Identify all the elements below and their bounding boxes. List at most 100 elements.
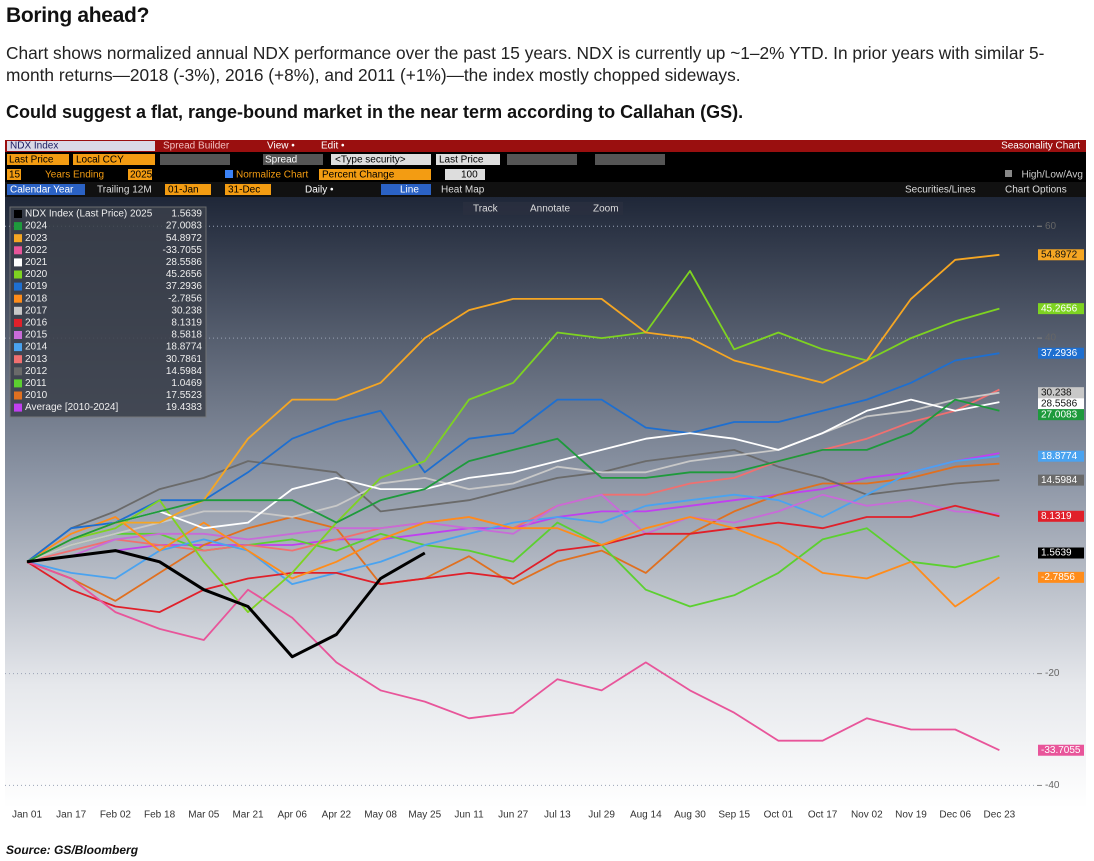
value-box: [1038, 547, 1084, 559]
toolbar-row: [5, 182, 1086, 197]
value-box: [1038, 249, 1084, 261]
series-line: [26, 560, 1000, 752]
x-tick-label: Jan 17: [56, 810, 86, 821]
menu[interactable]: Spread Builder: [163, 141, 230, 152]
legend-label: 2019: [25, 281, 48, 292]
value-label: -33.7055: [1041, 745, 1081, 756]
x-tick-label: Dec 06: [939, 810, 971, 821]
years[interactable]: 15: [9, 170, 21, 181]
start-date[interactable]: 01-Jan: [168, 185, 199, 196]
heat-map[interactable]: Heat Map: [441, 185, 485, 196]
trailing[interactable]: Trailing 12M: [97, 185, 152, 196]
legend-value: 27.0083: [166, 221, 203, 232]
x-tick-label: Jul 13: [544, 810, 571, 821]
menu[interactable]: Edit •: [321, 141, 345, 152]
normalize[interactable]: Normalize Chart: [236, 170, 308, 181]
legend-label: NDX Index (Last Price) 2025: [25, 209, 153, 220]
legend-swatch: [14, 355, 22, 364]
value-label: 27.0083: [1041, 409, 1078, 420]
field-box[interactable]: [160, 154, 230, 165]
high-low-avg[interactable]: High/Low/Avg: [1021, 170, 1083, 181]
tool[interactable]: Track: [473, 204, 499, 215]
value-label: 37.2936: [1041, 348, 1078, 359]
legend-label: 2023: [25, 233, 48, 244]
legend-swatch: [14, 379, 22, 388]
series-line: [26, 504, 1000, 613]
series-line: [26, 455, 1000, 585]
x-tick-label: Dec 23: [984, 810, 1016, 821]
field-box[interactable]: [507, 154, 577, 165]
legend-label: 2015: [25, 330, 48, 341]
field-box[interactable]: [263, 154, 323, 165]
type-security[interactable]: <Type security>: [335, 155, 406, 166]
end-year[interactable]: 2025: [130, 170, 153, 181]
legend-value: 8.1319: [171, 318, 202, 329]
series-line: [26, 449, 1000, 563]
checkbox[interactable]: [225, 170, 233, 178]
value-box: [1038, 387, 1084, 399]
series-line: [26, 516, 1000, 608]
field[interactable]: Last Price: [9, 155, 54, 166]
legend-value: 8.5818: [171, 330, 202, 341]
x-tick-label: Feb 02: [100, 810, 132, 821]
normalize-mode[interactable]: Percent Change: [322, 170, 395, 181]
tab[interactable]: [7, 184, 85, 195]
field-box[interactable]: [331, 154, 431, 165]
legend-swatch: [14, 391, 22, 400]
x-tick-label: Jun 27: [498, 810, 528, 821]
security-box[interactable]: [7, 141, 155, 151]
legend-swatch: [14, 234, 22, 243]
x-tick-label: Mar 21: [232, 810, 264, 821]
legend-swatch: [14, 246, 22, 255]
chart: NDX Index Spread Builder View • Edit • S…: [5, 140, 1086, 822]
field-box[interactable]: [7, 169, 21, 180]
value-box: [1038, 450, 1084, 462]
series-line: [26, 549, 426, 659]
value-label: 14.5984: [1041, 475, 1078, 486]
field-box[interactable]: [319, 169, 431, 180]
field-box[interactable]: [165, 184, 211, 195]
end-date[interactable]: 31-Dec: [228, 185, 260, 196]
legend-value: 28.5586: [166, 257, 203, 268]
field-box[interactable]: [225, 184, 271, 195]
value-box: [1038, 303, 1084, 315]
legend-swatch: [14, 294, 22, 303]
value-box: [1038, 744, 1084, 756]
field-box[interactable]: [73, 154, 155, 165]
base[interactable]: 100: [461, 170, 478, 181]
field-box[interactable]: [595, 154, 665, 165]
securities[interactable]: Securities/Lines: [905, 185, 976, 196]
field-box[interactable]: [7, 154, 69, 165]
x-tick-label: Oct 01: [764, 810, 794, 821]
value-label: 28.5586: [1041, 398, 1078, 409]
field[interactable]: Last Price: [439, 155, 484, 166]
x-tick-label: Sep 15: [718, 810, 750, 821]
legend-value: 30.238: [171, 305, 202, 316]
legend-label: Average [2010-2024]: [25, 402, 118, 413]
toolbar-row: [5, 167, 1086, 182]
title: Boring ahead?: [6, 4, 150, 27]
series-line: [26, 391, 1000, 563]
field-box[interactable]: [445, 169, 485, 180]
tab[interactable]: [381, 184, 431, 195]
frequency[interactable]: Daily •: [305, 185, 334, 196]
menu[interactable]: View •: [267, 141, 295, 152]
legend-swatch: [14, 282, 22, 291]
calendar-year[interactable]: Calendar Year: [10, 185, 74, 196]
legend-label: 2014: [25, 342, 48, 353]
chart-options[interactable]: Chart Options: [1005, 185, 1067, 196]
field-box[interactable]: [436, 154, 500, 165]
currency[interactable]: Local CCY: [76, 155, 124, 166]
security[interactable]: NDX Index: [10, 141, 58, 152]
tool[interactable]: Annotate: [530, 204, 570, 215]
spread[interactable]: Spread: [265, 155, 297, 166]
legend-value: 1.0469: [171, 378, 202, 389]
series-line: [26, 398, 1000, 563]
legend-label: 2020: [25, 269, 48, 280]
legend-label: 2012: [25, 366, 48, 377]
line-tab[interactable]: Line: [400, 185, 419, 196]
checkbox[interactable]: [1005, 170, 1012, 177]
tool[interactable]: Zoom: [593, 204, 619, 215]
field-box[interactable]: [128, 169, 152, 180]
